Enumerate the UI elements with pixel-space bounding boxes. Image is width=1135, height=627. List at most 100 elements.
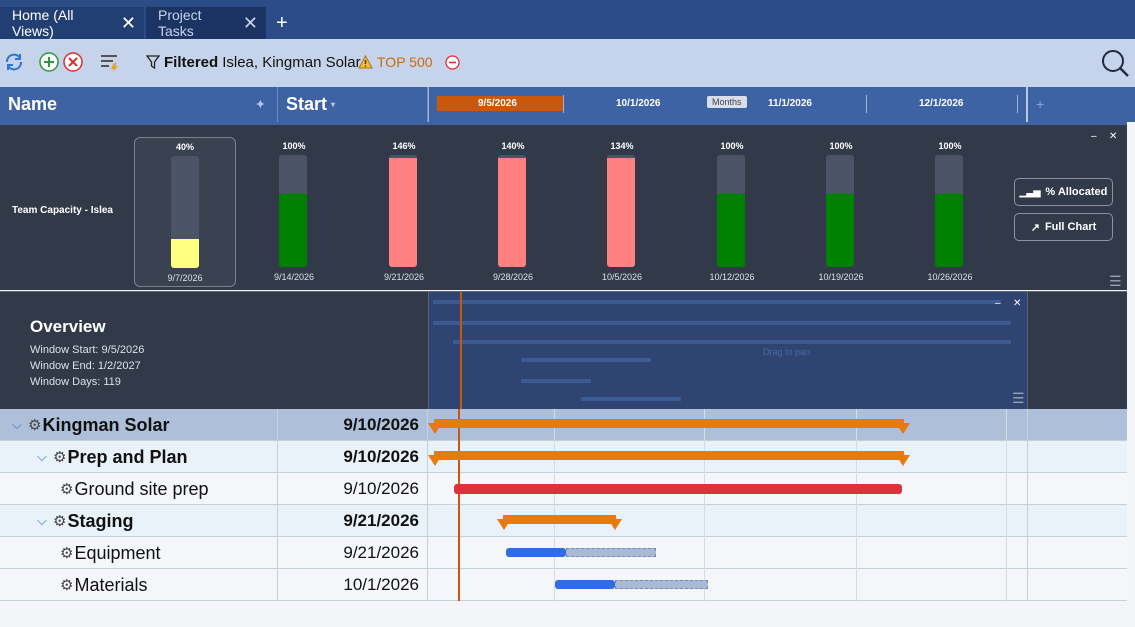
pin-icon[interactable]: ✦ (255, 99, 265, 111)
remaining-work-bar[interactable] (566, 548, 656, 557)
refresh-icon[interactable] (3, 51, 25, 73)
remaining-work-bar[interactable] (615, 580, 708, 589)
close-icon[interactable]: ✕ (242, 13, 258, 33)
chevron-down-icon[interactable]: ⌵ (37, 513, 47, 528)
task-name-cell[interactable]: ⌵ ⚙ Prep and Plan (0, 441, 278, 473)
minimize-icon[interactable]: – (1091, 131, 1097, 142)
task-row[interactable]: ⚙ Equipment 9/21/2026 (0, 537, 1127, 569)
task-row[interactable]: ⌵ ⚙ Staging 9/21/2026 (0, 505, 1127, 537)
chevron-down-icon[interactable]: ⌵ (37, 449, 47, 464)
task-row[interactable]: ⚙ Materials 10/1/2026 (0, 569, 1127, 601)
capacity-column[interactable]: 140% 9/28/2026 (462, 137, 564, 287)
task-start-cell[interactable]: 10/1/2026 (278, 569, 428, 601)
months-button[interactable]: Months (707, 96, 747, 108)
task-start-cell[interactable]: 9/10/2026 (278, 473, 428, 505)
name-column-header[interactable]: Name ✦ (0, 87, 278, 122)
today-line (460, 292, 462, 410)
gantt-gridline (1006, 505, 1007, 537)
capacity-bar-fill (935, 194, 963, 267)
minimap-bar (521, 358, 651, 362)
gantt-gridline (554, 569, 555, 601)
task-gear-icon[interactable]: ⚙ (60, 481, 74, 498)
gantt-cell[interactable] (428, 505, 1028, 537)
bar-chart-icon: ▁▃▅ (1019, 186, 1041, 197)
capacity-column[interactable]: 100% 10/19/2026 (790, 137, 892, 287)
delete-icon[interactable] (62, 51, 84, 73)
task-row[interactable]: ⚙ Ground site prep 9/10/2026 (0, 473, 1127, 505)
capacity-column[interactable]: 100% 9/14/2026 (243, 137, 345, 287)
window-days: Window Days: 119 (30, 376, 121, 388)
gantt-cell[interactable] (428, 441, 1028, 473)
capacity-column[interactable]: 100% 10/26/2026 (899, 137, 1001, 287)
task-name: Staging (67, 510, 134, 531)
task-start-date: 9/21/2026 (343, 511, 419, 530)
capacity-percent: 100% (938, 141, 962, 151)
gantt-cell[interactable] (428, 569, 1028, 601)
capacity-bar-fill (171, 238, 199, 268)
capacity-percent: 140% (501, 141, 525, 151)
task-gear-icon[interactable]: ⚙ (60, 545, 74, 562)
task-name: Kingman Solar (42, 414, 170, 435)
task-name-cell[interactable]: ⚙ Materials (0, 569, 278, 601)
tab-home[interactable]: Home (All Views) ✕ (0, 7, 144, 39)
minimize-icon[interactable]: – (995, 298, 1001, 309)
task-gear-icon[interactable]: ⚙ (53, 513, 67, 530)
task-bar[interactable] (555, 580, 615, 589)
gantt-cell[interactable] (428, 409, 1028, 441)
filter-value: Islea, Kingman Solar (222, 54, 361, 71)
task-start-cell[interactable]: 9/10/2026 (278, 441, 428, 473)
task-row[interactable]: ⌵ ⚙ Prep and Plan 9/10/2026 (0, 441, 1127, 473)
task-start-date: 9/10/2026 (343, 415, 419, 434)
resize-handle-icon[interactable]: ☰ (1012, 390, 1025, 406)
task-start-cell[interactable]: 9/10/2026 (278, 409, 428, 441)
add-icon[interactable] (38, 51, 60, 73)
summary-bar[interactable] (428, 451, 910, 466)
capacity-column[interactable]: 134% 10/5/2026 (571, 137, 673, 287)
task-gear-icon[interactable]: ⚙ (53, 449, 67, 466)
task-gear-icon[interactable]: ⚙ (28, 417, 42, 434)
close-icon[interactable]: ✕ (120, 13, 136, 33)
capacity-date: 10/26/2026 (927, 272, 973, 282)
chevron-down-icon[interactable]: ⌵ (12, 417, 22, 432)
task-name-cell[interactable]: ⚙ Ground site prep (0, 473, 278, 505)
gantt-cell[interactable] (428, 473, 1028, 505)
timescale[interactable]: 9/5/2026 10/1/2026 Months 11/1/2026 12/1… (428, 87, 1028, 122)
auto-schedule-icon[interactable] (99, 51, 121, 73)
close-icon[interactable]: ✕ (1013, 298, 1022, 309)
full-chart-button[interactable]: ↗ Full Chart (1014, 213, 1113, 241)
task-row[interactable]: ⌵ ⚙ Kingman Solar 9/10/2026 (0, 409, 1127, 441)
task-gear-icon[interactable]: ⚙ (60, 577, 74, 594)
remove-filter-icon[interactable] (444, 54, 460, 70)
task-start-cell[interactable]: 9/21/2026 (278, 505, 428, 537)
capacity-bar-fill (826, 194, 854, 267)
summary-bar[interactable] (428, 419, 910, 434)
close-icon[interactable]: ✕ (1109, 131, 1118, 142)
tab-project-tasks[interactable]: Project Tasks ✕ (146, 7, 266, 39)
filter-status[interactable]: Filtered Islea, Kingman Solar (146, 54, 361, 71)
capacity-bar-track (717, 155, 745, 267)
search-icon[interactable] (1100, 48, 1130, 78)
capacity-column[interactable]: 100% 10/12/2026 (681, 137, 783, 287)
today-line (458, 537, 460, 569)
top-limit-indicator[interactable]: TOP 500 (358, 54, 460, 70)
critical-task-bar[interactable] (454, 484, 902, 494)
capacity-bar-fill (498, 158, 526, 267)
task-bar[interactable] (506, 548, 566, 557)
gantt-gridline (1006, 473, 1007, 505)
add-column-icon[interactable]: + (1036, 96, 1045, 112)
gantt-cell[interactable] (428, 537, 1028, 569)
start-column-header[interactable]: Start ▾ (278, 87, 428, 122)
task-name-cell[interactable]: ⌵ ⚙ Kingman Solar (0, 409, 278, 441)
percent-allocated-button[interactable]: ▁▃▅ % Allocated (1014, 178, 1113, 206)
add-tab-button[interactable]: + (276, 12, 288, 34)
summary-bar[interactable] (497, 515, 622, 530)
resize-handle-icon[interactable]: ☰ (1109, 273, 1122, 289)
task-start-cell[interactable]: 9/21/2026 (278, 537, 428, 569)
capacity-column[interactable]: 146% 9/21/2026 (353, 137, 455, 287)
capacity-column[interactable]: 40% 9/7/2026 (134, 137, 236, 287)
task-name: Materials (74, 574, 148, 595)
overview-minimap[interactable]: Drag to pan – ✕ ☰ (428, 292, 1028, 410)
task-name-cell[interactable]: ⚙ Equipment (0, 537, 278, 569)
capacity-percent: 40% (175, 142, 194, 152)
task-name-cell[interactable]: ⌵ ⚙ Staging (0, 505, 278, 537)
